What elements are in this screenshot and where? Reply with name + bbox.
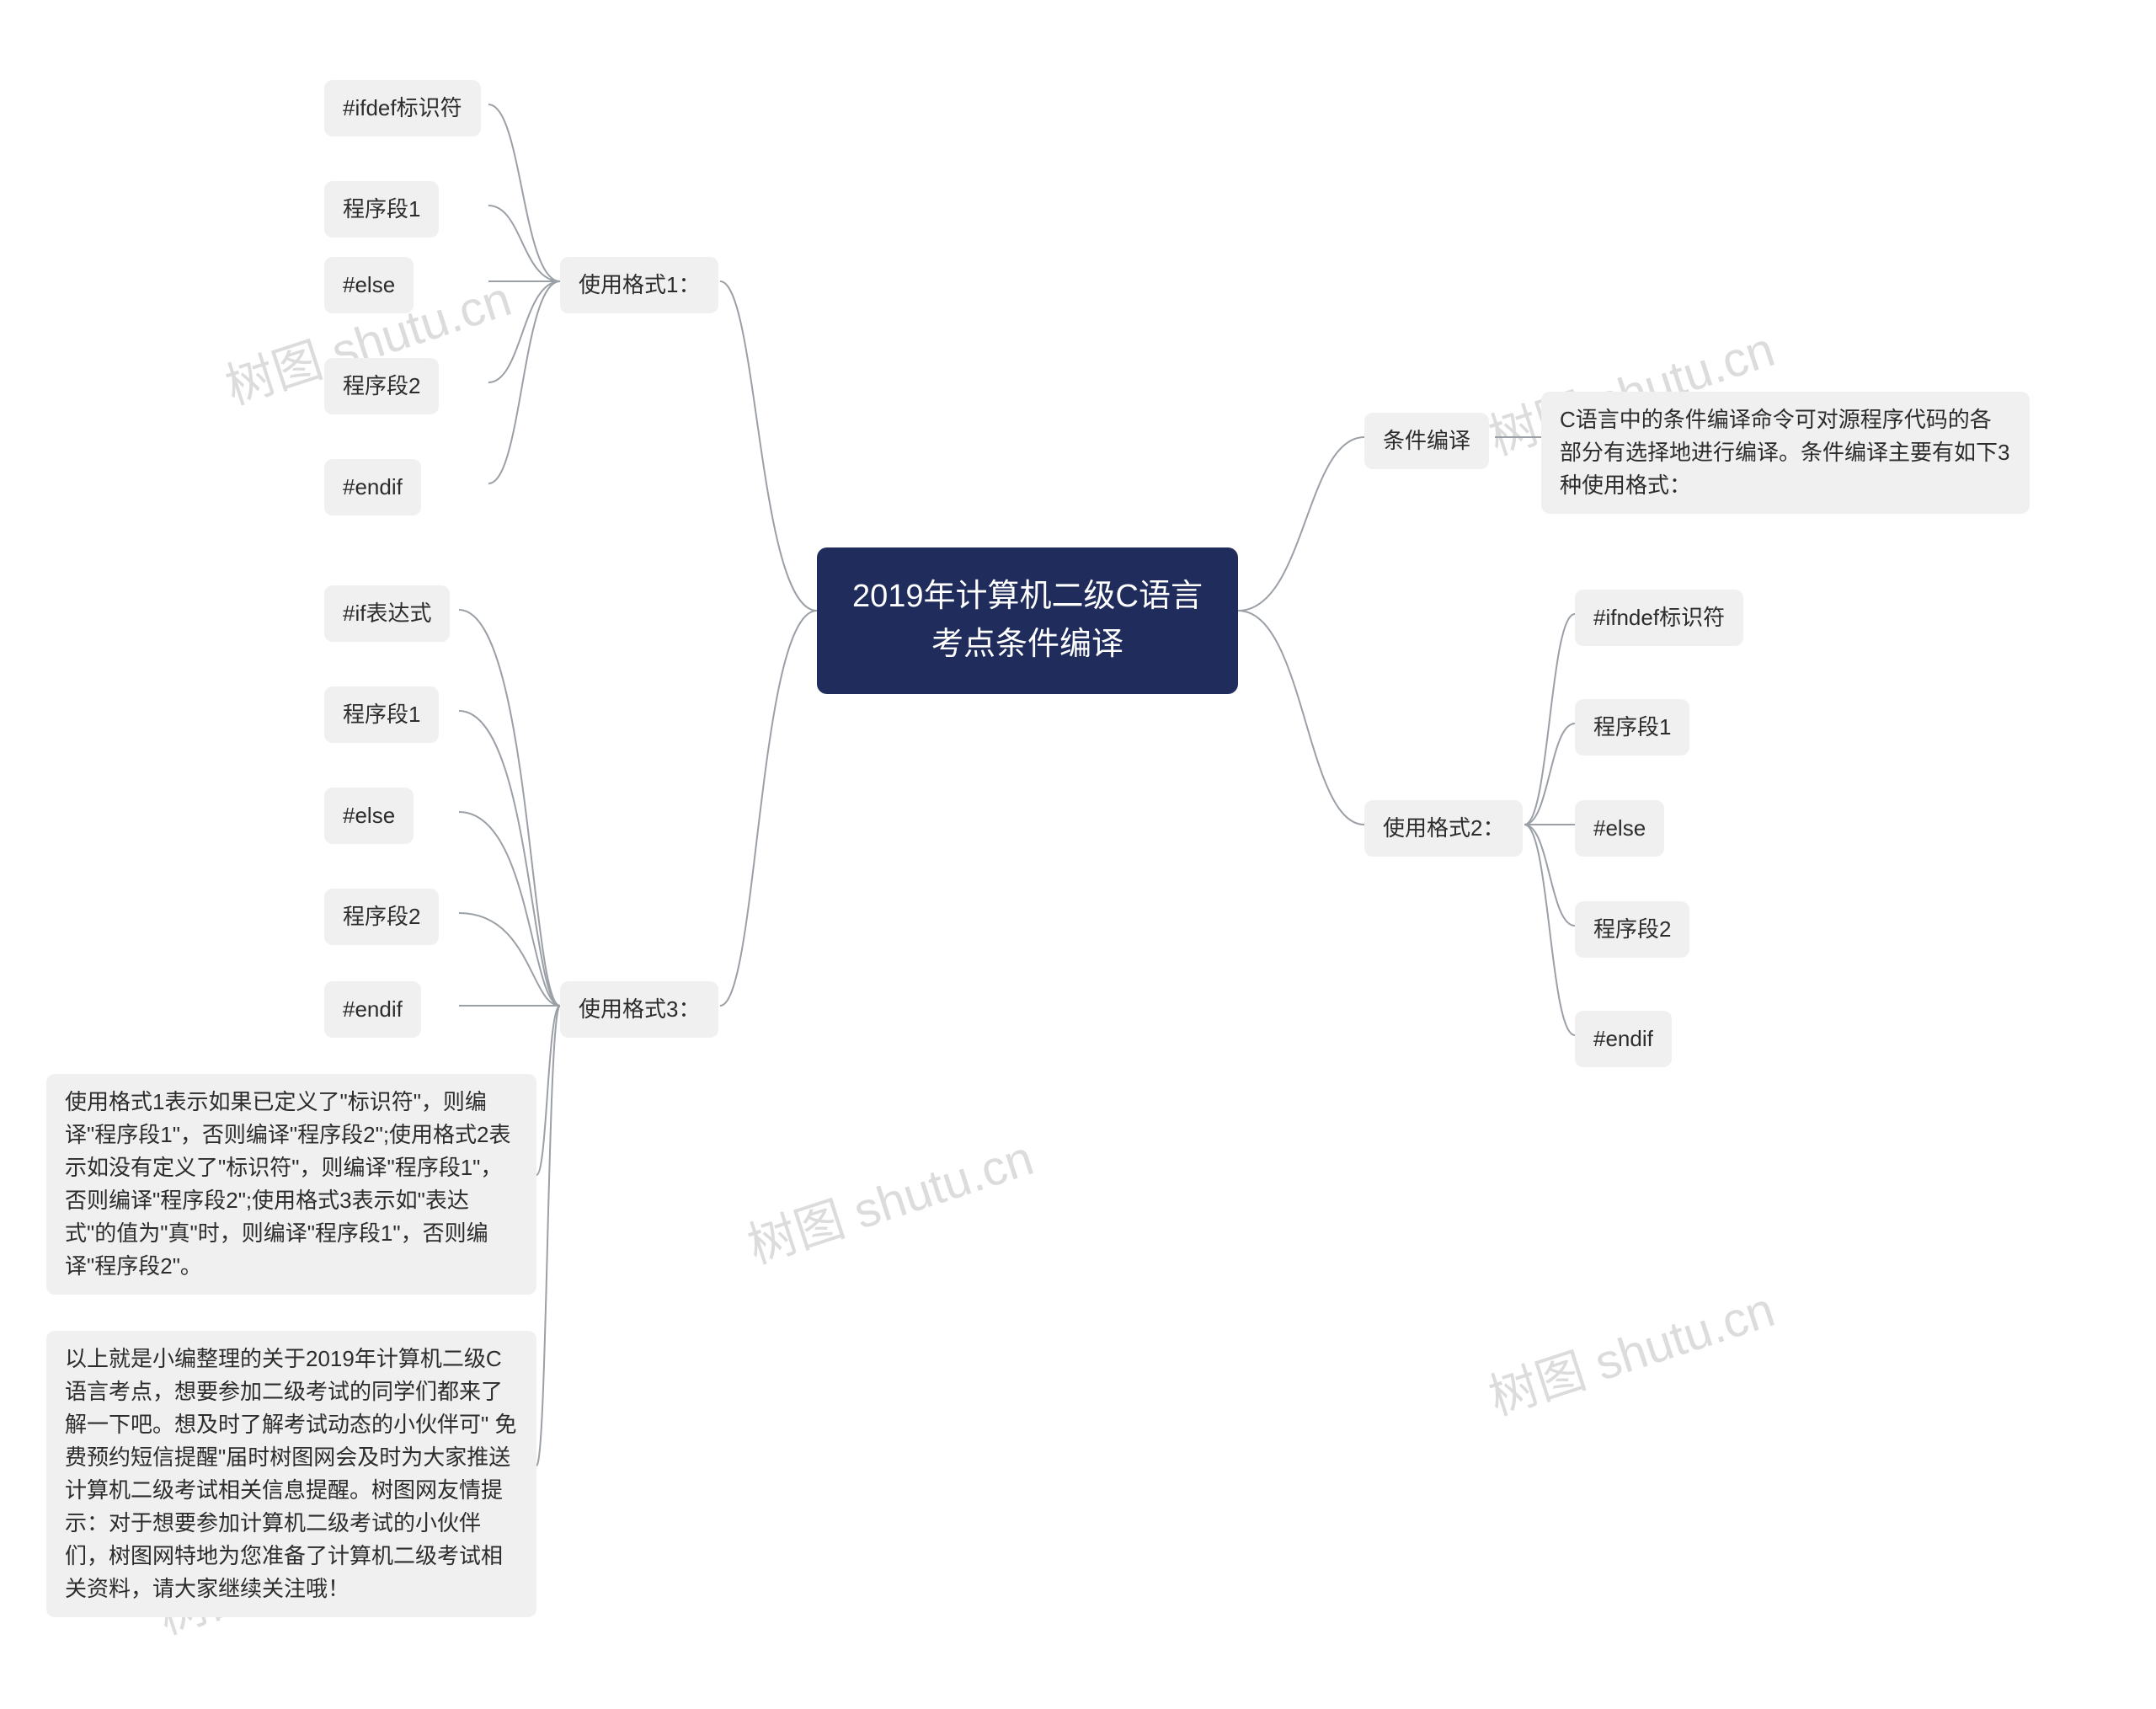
branch-format2: 使用格式2： — [1364, 800, 1523, 857]
leaf-format3-2: 程序段1 — [324, 686, 439, 743]
desc-format-explanation: 使用格式1表示如果已定义了"标识符"，则编译"程序段1"，否则编译"程序段2";… — [46, 1074, 536, 1295]
root-line1: 2019年计算机二级C语言 — [852, 579, 1203, 614]
leaf-format2-3: #else — [1575, 800, 1664, 857]
desc-summary: 以上就是小编整理的关于2019年计算机二级C语言考点，想要参加二级考试的同学们都… — [46, 1331, 536, 1617]
leaf-format1-2: 程序段1 — [324, 181, 439, 238]
leaf-format1-4: 程序段2 — [324, 358, 439, 414]
branch-format1: 使用格式1： — [560, 257, 718, 313]
leaf-format2-5: #endif — [1575, 1011, 1672, 1067]
root-node: 2019年计算机二级C语言 考点条件编译 — [817, 547, 1238, 694]
leaf-format3-3: #else — [324, 788, 414, 844]
watermark: 树图 shutu.cn — [1479, 1270, 1782, 1429]
desc-conditional-compile: C语言中的条件编译命令可对源程序代码的各部分有选择地进行编译。条件编译主要有如下… — [1541, 392, 2030, 514]
leaf-format3-5: #endif — [324, 981, 421, 1038]
leaf-format3-4: 程序段2 — [324, 889, 439, 945]
branch-format3: 使用格式3： — [560, 981, 718, 1038]
leaf-format3-1: #if表达式 — [324, 585, 450, 642]
leaf-format2-1: #ifndef标识符 — [1575, 590, 1743, 646]
watermark: 树图 shutu.cn — [738, 1119, 1041, 1277]
leaf-format1-3: #else — [324, 257, 414, 313]
leaf-format2-4: 程序段2 — [1575, 901, 1689, 958]
leaf-format1-5: #endif — [324, 459, 421, 515]
branch-conditional-compile: 条件编译 — [1364, 413, 1489, 469]
leaf-format1-1: #ifdef标识符 — [324, 80, 481, 136]
leaf-format2-2: 程序段1 — [1575, 699, 1689, 756]
mindmap-canvas: 树图 shutu.cn 树图 shutu.cn 树图 shutu.cn 树图 s… — [0, 0, 2156, 1709]
root-line2: 考点条件编译 — [931, 627, 1123, 662]
